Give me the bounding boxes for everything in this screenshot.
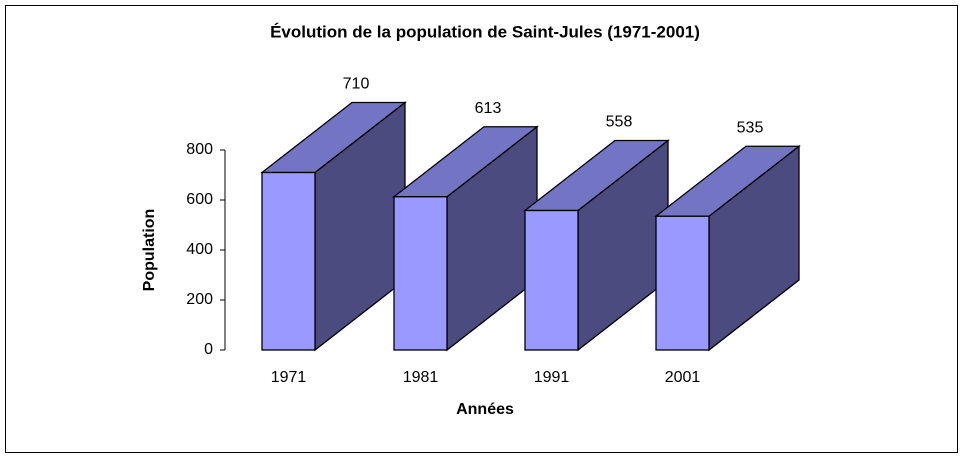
y-tick-label: 600: [186, 191, 213, 208]
y-tick-label: 800: [186, 141, 213, 158]
x-tick-label: 1981: [403, 369, 439, 386]
y-tick-label: 200: [186, 291, 213, 308]
bar: [524, 209, 579, 351]
x-tick-label: 1971: [271, 369, 307, 386]
chart-title: Évolution de la population de Saint-Jule…: [270, 22, 700, 41]
y-tick-label: 0: [204, 341, 213, 358]
data-label: 613: [475, 100, 502, 117]
x-tick-label: 2001: [665, 369, 701, 386]
data-label: 535: [737, 119, 764, 136]
bar: [655, 215, 710, 351]
data-label: 558: [606, 114, 633, 131]
y-tick-label: 400: [186, 241, 213, 258]
bar: [261, 171, 316, 351]
data-label: 710: [343, 76, 370, 93]
bar: [393, 196, 448, 351]
y-axis-label: Population: [141, 209, 158, 292]
x-tick-label: 1991: [534, 369, 570, 386]
x-axis-label: Années: [456, 401, 514, 418]
